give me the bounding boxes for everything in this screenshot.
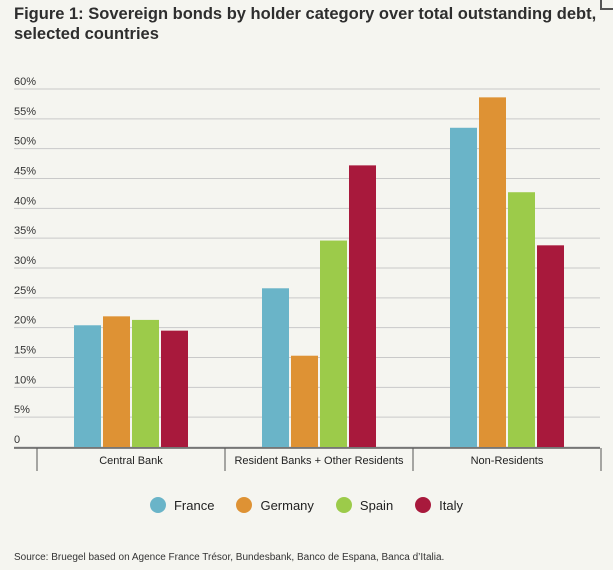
legend-item-germany: Germany xyxy=(236,497,314,513)
legend-label: Italy xyxy=(439,497,464,513)
source-note: Source: Bruegel based on Agence France T… xyxy=(14,552,445,563)
legend-item-italy: Italy xyxy=(415,497,463,513)
y-tick-label: 40% xyxy=(14,195,36,207)
y-tick-label: 5% xyxy=(14,404,30,416)
y-tick-label: 45% xyxy=(14,166,36,178)
y-tick-label: 35% xyxy=(14,225,36,237)
y-tick-label: 0 xyxy=(14,434,20,446)
y-tick-label: 20% xyxy=(14,315,36,327)
bar-germany-1 xyxy=(103,316,130,447)
bar-chart: 0 5% 10% 15% 20% 25% 30% 35% 40% 45% 50% 55% 60% Cent… xyxy=(14,76,602,471)
legend: France Germany Spain Italy xyxy=(0,497,613,513)
bar-france-3 xyxy=(450,127,477,448)
legend-swatch xyxy=(236,497,253,513)
y-tick-label: 50% xyxy=(14,136,36,148)
legend-swatch xyxy=(415,497,432,513)
x-category-label: Resident Banks + Other Residents xyxy=(234,455,404,467)
y-tick-label: 10% xyxy=(14,374,36,386)
x-category-label: Non-Residents xyxy=(471,455,544,467)
y-tick-label: 25% xyxy=(14,285,36,297)
bar-france-1 xyxy=(74,325,101,447)
legend-swatch xyxy=(149,497,166,513)
bar-germany-2 xyxy=(291,355,318,447)
legend-item-france: France xyxy=(149,497,215,513)
bar-spain-2 xyxy=(320,240,347,447)
legend-item-spain: Spain xyxy=(335,497,394,513)
legend-swatch xyxy=(335,497,352,513)
legend-label: Spain xyxy=(359,497,394,513)
bar-france-2 xyxy=(262,288,289,447)
y-tick-label: 55% xyxy=(14,106,36,118)
y-tick-label: 30% xyxy=(14,255,36,267)
bar-spain-1 xyxy=(132,319,159,447)
legend-label: France xyxy=(173,497,215,513)
expand-icon[interactable] xyxy=(600,0,613,10)
bar-italy-3 xyxy=(537,245,564,447)
x-category-label: Central Bank xyxy=(99,455,163,467)
bar-italy-2 xyxy=(349,165,376,447)
legend-label: Germany xyxy=(260,497,314,513)
bar-spain-3 xyxy=(508,192,535,447)
y-tick-label: 15% xyxy=(14,345,36,357)
y-tick-label: 60% xyxy=(14,76,36,88)
chart-title: Figure 1: Sovereign bonds by holder cate… xyxy=(14,5,597,43)
bar-italy-1 xyxy=(161,330,188,447)
bar-germany-3 xyxy=(479,97,506,447)
